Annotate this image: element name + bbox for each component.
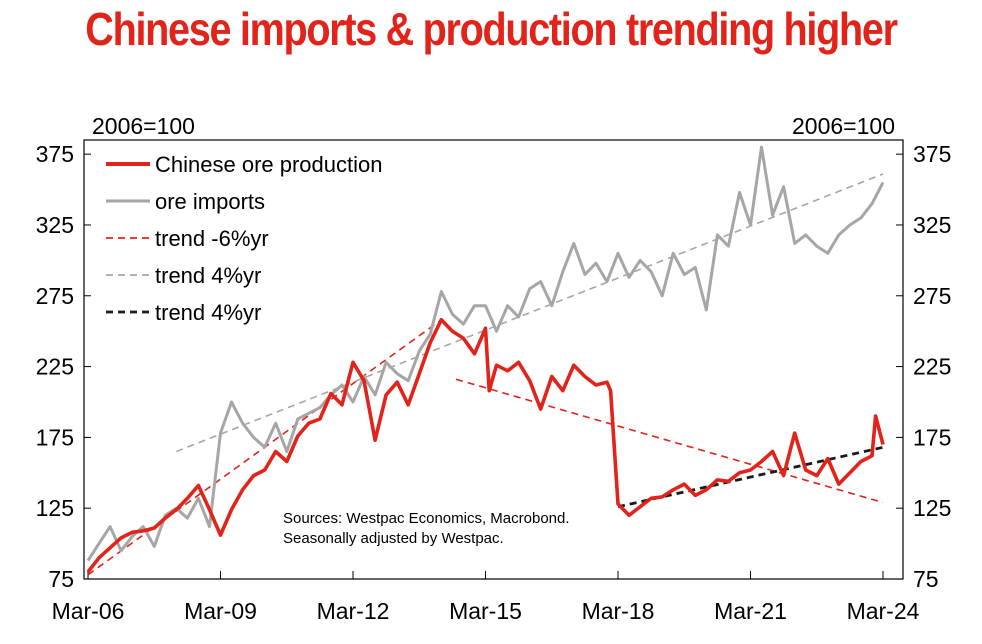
source-note-line-1: Seasonally adjusted by Westpac. (283, 530, 504, 547)
source-note-line-0: Sources: Westpac Economics, Macrobond. (283, 510, 570, 527)
trend-line-3 (176, 173, 884, 453)
legend: Chinese ore production ore imports trend -… (106, 152, 382, 325)
y-tick-label-right: 125 (913, 495, 951, 521)
legend-label-4: trend 4%yr (155, 300, 261, 325)
x-tick-label: Mar-06 (52, 598, 125, 624)
x-tick-label: Mar-18 (582, 598, 655, 624)
y-tick-label-right: 175 (913, 424, 951, 450)
data-series (86, 145, 885, 574)
y-axis-label-left: 2006=100 (92, 113, 195, 139)
y-tick-label-left: 125 (36, 495, 74, 521)
series-line-ore-imports (86, 145, 885, 562)
x-tick-label: Mar-12 (317, 598, 390, 624)
x-tick-label: Mar-21 (714, 598, 787, 624)
y-tick-label-right: 375 (913, 141, 951, 167)
axes: 75 75 125 125 175 175 225 225 275 275 325 325 375 375… (36, 113, 952, 624)
plot-frame (83, 139, 904, 580)
y-tick-label-left: 225 (36, 354, 74, 380)
y-tick-label-left: 75 (48, 566, 74, 592)
y-tick-label-left: 325 (36, 212, 74, 238)
x-tick-label: Mar-24 (847, 598, 920, 624)
y-tick-label-left: 375 (36, 141, 74, 167)
y-tick-label-right: 75 (913, 566, 939, 592)
series-line-ore-production (86, 318, 885, 574)
legend-label-3: trend 4%yr (155, 263, 261, 288)
y-tick-label-left: 275 (36, 283, 74, 309)
y-tick-label-left: 175 (36, 424, 74, 450)
source-note: Sources: Westpac Economics, Macrobond. Se… (283, 510, 570, 547)
chart-title: Chinese imports & production trending hi… (85, 3, 898, 55)
y-tick-label-right: 225 (913, 354, 951, 380)
y-tick-label-right: 275 (913, 283, 951, 309)
y-axis-label-right: 2006=100 (792, 113, 895, 139)
x-tick-label: Mar-09 (184, 598, 257, 624)
legend-label-2: trend -6%yr (155, 226, 269, 251)
y-tick-label-right: 325 (913, 212, 951, 238)
legend-label-0: Chinese ore production (155, 152, 382, 177)
trend-line-4 (617, 445, 884, 509)
trend-line-2-part2 (455, 378, 884, 504)
legend-label-1: ore imports (155, 189, 265, 214)
x-tick-label: Mar-15 (449, 598, 522, 624)
